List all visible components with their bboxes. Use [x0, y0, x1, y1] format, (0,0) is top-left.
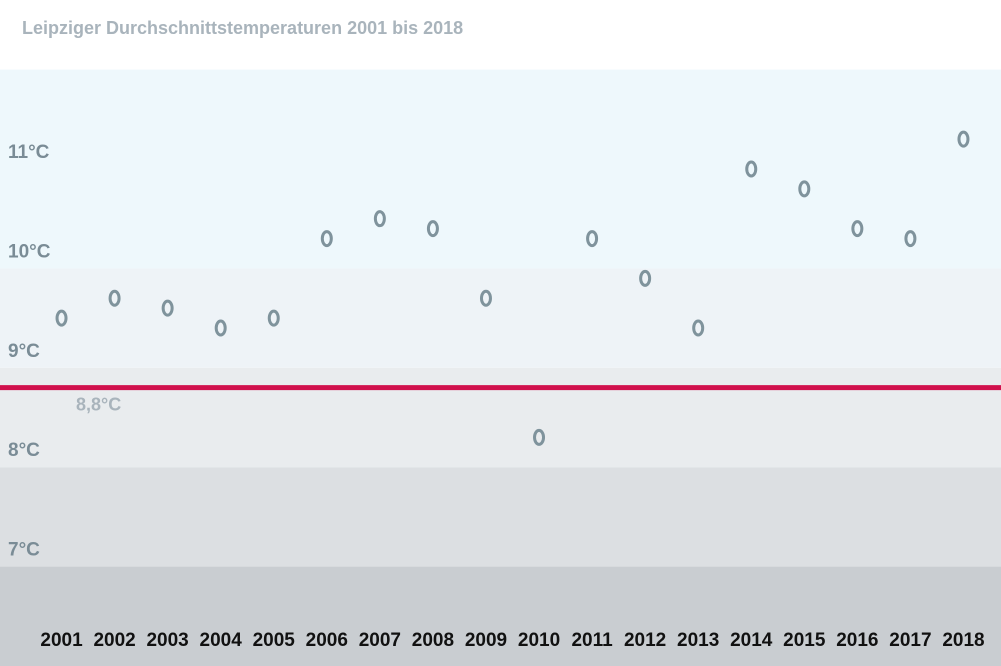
x-tick-label: 2018: [942, 630, 984, 651]
point: [267, 309, 280, 327]
x-tick-label: 2006: [306, 630, 348, 651]
point: [533, 428, 546, 446]
chart-title: Leipziger Durchschnittstemperaturen 2001…: [22, 18, 463, 38]
point: [479, 289, 492, 307]
x-tick-label: 2008: [412, 630, 454, 651]
y-tick-label: 10°C: [8, 241, 51, 262]
point: [55, 309, 68, 327]
point: [373, 210, 386, 228]
point: [798, 180, 811, 198]
point: [214, 319, 227, 337]
band: [0, 268, 1001, 368]
point: [957, 130, 970, 148]
x-tick-label: 2002: [93, 630, 135, 651]
band: [0, 467, 1001, 567]
x-tick-label: 2013: [677, 630, 719, 651]
x-tick-label: 2001: [40, 630, 83, 651]
x-tick-label: 2005: [253, 630, 296, 651]
point: [904, 230, 917, 248]
y-tick-label: 9°C: [8, 341, 40, 362]
band: [0, 566, 1001, 666]
x-tick-label: 2003: [146, 630, 188, 651]
point: [851, 220, 864, 238]
x-tick-label: 2016: [836, 630, 878, 651]
x-tick-label: 2015: [783, 630, 826, 651]
y-tick-label: 8°C: [8, 440, 40, 461]
point: [426, 220, 439, 238]
point: [586, 230, 599, 248]
reference-label: 8,8°C: [76, 394, 121, 414]
point: [692, 319, 705, 337]
point: [639, 269, 652, 287]
x-tick-label: 2009: [465, 630, 507, 651]
x-tick-label: 2004: [200, 630, 243, 651]
band: [0, 69, 1001, 169]
point: [745, 160, 758, 178]
point: [320, 230, 333, 248]
x-tick-label: 2012: [624, 630, 666, 651]
point: [108, 289, 121, 307]
band: [0, 367, 1001, 468]
x-tick-label: 2010: [518, 630, 560, 651]
band: [0, 168, 1001, 269]
x-tick-label: 2007: [359, 630, 401, 651]
x-tick-label: 2017: [889, 630, 931, 651]
point: [161, 299, 174, 317]
y-tick-label: 7°C: [8, 540, 40, 561]
x-tick-label: 2014: [730, 630, 773, 651]
x-tick-label: 2011: [571, 630, 613, 651]
y-tick-label: 11°C: [8, 142, 50, 163]
